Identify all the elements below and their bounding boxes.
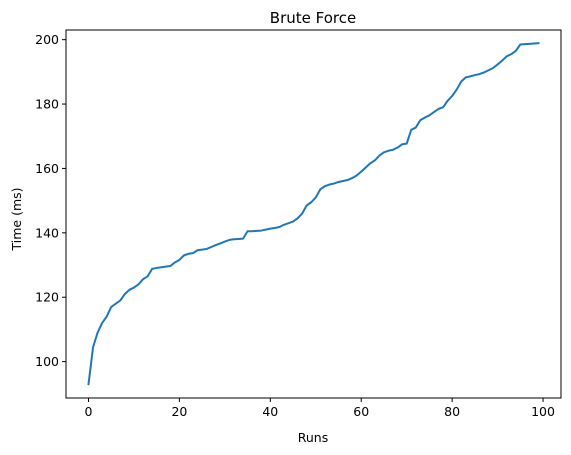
- y-axis-ticks: 100 120 140 160 180 200: [35, 32, 66, 369]
- y-axis-label: Time (ms): [9, 187, 24, 251]
- x-tick-label: 80: [444, 404, 460, 419]
- series-line: [87, 42, 540, 386]
- x-tick-label: 100: [531, 404, 555, 419]
- y-tick-label: 180: [35, 97, 59, 112]
- x-tick-label: 40: [262, 404, 278, 419]
- y-tick-label: 200: [35, 32, 59, 47]
- chart-title: Brute Force: [270, 9, 356, 27]
- y-tick-label: 140: [35, 225, 59, 240]
- y-tick-label: 100: [35, 354, 59, 369]
- plot-area: [65, 29, 562, 399]
- x-tick-label: 20: [171, 404, 187, 419]
- x-axis-label: Runs: [298, 430, 328, 445]
- x-tick-label: 60: [353, 404, 369, 419]
- x-tick-label: 0: [85, 404, 93, 419]
- axes-frame: [65, 29, 562, 399]
- y-tick-label: 120: [35, 290, 59, 305]
- x-axis-ticks: 0 20 40 60 80 100: [85, 398, 555, 419]
- y-tick-label: 160: [35, 161, 59, 176]
